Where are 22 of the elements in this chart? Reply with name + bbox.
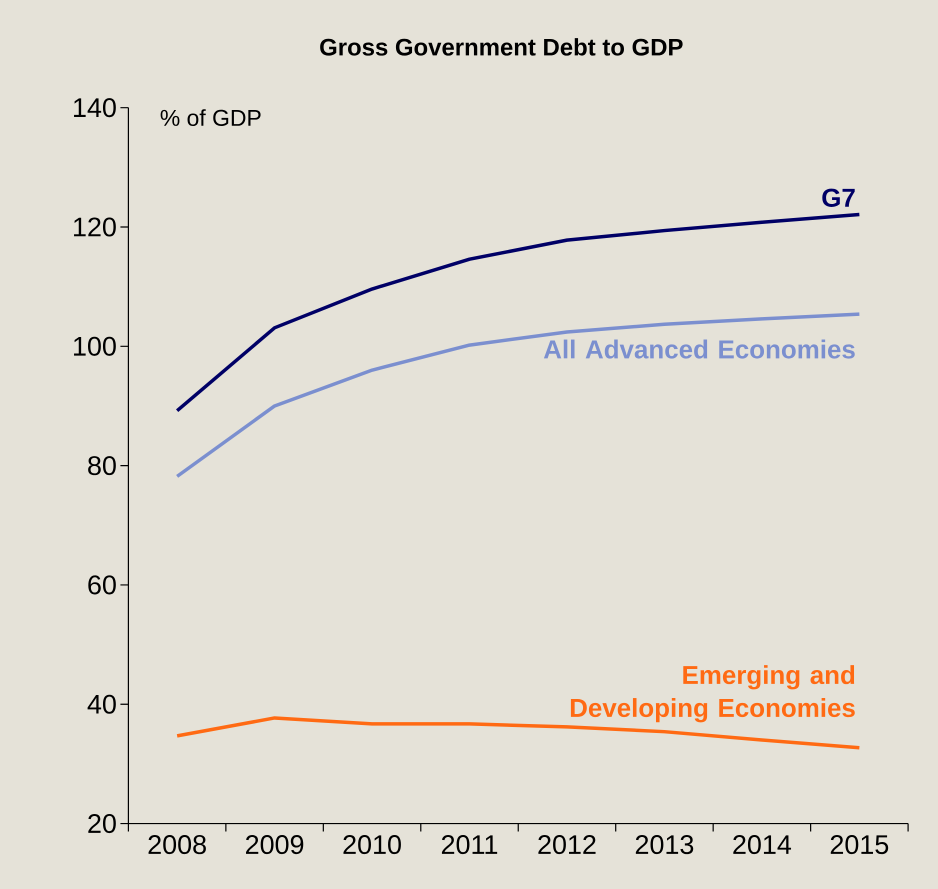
x-tick-label: 2009 xyxy=(246,834,304,854)
y-tick-label: 140 xyxy=(74,98,116,118)
series-label: All Advanced Economies xyxy=(544,339,855,358)
y-tick-label: 120 xyxy=(74,217,116,236)
chart-title: Gross Government Debt to GDP xyxy=(320,38,683,56)
y-tick-label: 80 xyxy=(88,456,116,475)
y-tick-label: 20 xyxy=(88,814,116,833)
x-tick-label: 2011 xyxy=(442,834,498,854)
x-tick-label: 2010 xyxy=(343,834,401,854)
x-tick-label: 2008 xyxy=(148,834,206,854)
y-axis-title: % of GDP xyxy=(160,109,261,126)
y-tick-label: 40 xyxy=(88,694,116,714)
line-series xyxy=(175,212,862,412)
y-tick-label: 60 xyxy=(88,575,116,594)
line-series xyxy=(175,312,862,478)
x-tick-label: 2013 xyxy=(636,834,694,854)
x-tick-label: 2014 xyxy=(733,834,792,854)
x-tick-label: 2012 xyxy=(538,834,596,854)
x-tick-label: 2015 xyxy=(830,834,888,854)
y-tick-label: 100 xyxy=(74,336,116,356)
series-label: G7 xyxy=(822,188,855,207)
series-label: Emerging and Developing Economies xyxy=(570,664,855,722)
